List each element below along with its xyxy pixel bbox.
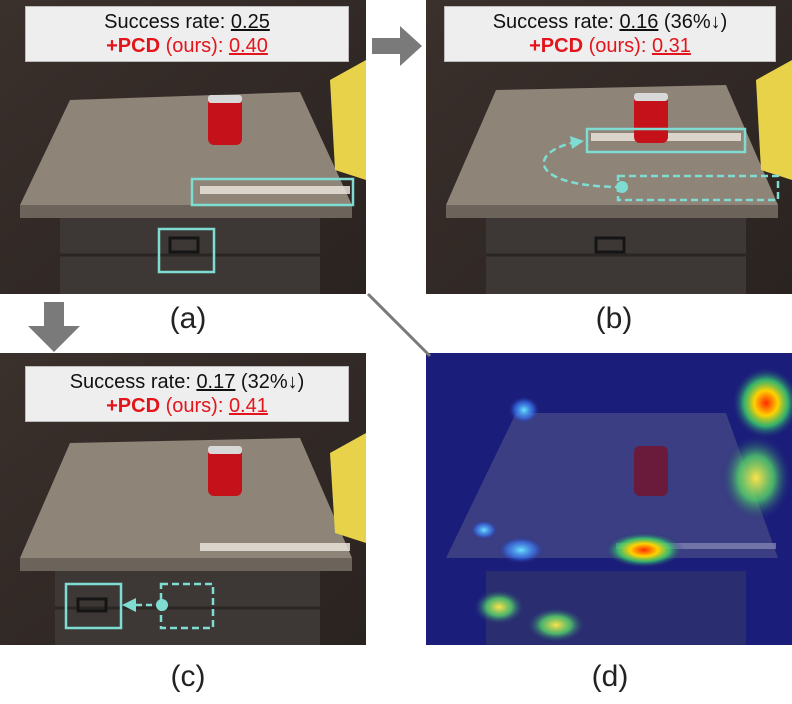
moved-handle-box	[64, 582, 123, 630]
hotspot-robot-top	[732, 367, 792, 439]
panel-d-heatmap	[426, 353, 792, 645]
hotspot-robot-body	[720, 434, 792, 522]
success-rate-change: (32%↓)	[235, 371, 305, 393]
connector-line	[366, 292, 432, 358]
success-rate-label: Success rate:	[69, 371, 197, 393]
pcd-label: (ours):	[160, 395, 229, 417]
move-arrow-head	[570, 136, 584, 149]
hotspot-top-left	[508, 396, 540, 424]
pcd-label: (ours):	[160, 35, 229, 57]
drawer-cabinet	[486, 571, 746, 645]
caption-b: Success rate: 0.16 (36%↓) +PCD (ours): 0…	[444, 6, 776, 62]
heatmap-scene	[426, 353, 792, 645]
table-top	[20, 92, 352, 205]
pcd-prefix: +PCD	[106, 35, 161, 57]
move-arrow-origin	[156, 599, 168, 611]
hotspot-drawer-left	[473, 589, 525, 625]
panel-c-image: Success rate: 0.17 (32%↓) +PCD (ours): 0…	[0, 353, 366, 645]
coke-can	[634, 93, 668, 143]
arrow-down-icon	[28, 302, 80, 352]
reflection-box	[190, 177, 355, 207]
drawer-handle	[594, 236, 626, 254]
hotspot-small	[470, 520, 498, 540]
light-reflection	[616, 543, 776, 549]
coke-can	[634, 446, 668, 496]
panel-b-image: Success rate: 0.16 (36%↓) +PCD (ours): 0…	[426, 0, 792, 294]
coke-can	[208, 446, 242, 496]
pcd-prefix: +PCD	[529, 35, 584, 57]
move-arrow-head	[122, 598, 136, 612]
panel-a-image: Success rate: 0.25 +PCD (ours): 0.40	[0, 0, 366, 294]
success-rate-value: 0.17	[196, 371, 236, 393]
coke-can	[208, 95, 242, 145]
pcd-label: (ours):	[583, 35, 652, 57]
light-reflection	[200, 186, 350, 194]
label-a: (a)	[169, 302, 207, 335]
robot-gripper	[330, 60, 366, 180]
pcd-value: 0.31	[651, 35, 691, 57]
pcd-value: 0.41	[228, 395, 268, 417]
label-d: (d)	[591, 660, 629, 693]
caption-a: Success rate: 0.25 +PCD (ours): 0.40	[25, 6, 349, 62]
success-rate-change: (36%↓)	[658, 11, 728, 33]
drawer-handle	[76, 597, 108, 613]
robot-gripper	[330, 433, 366, 543]
table-top	[446, 413, 778, 558]
label-b: (b)	[595, 302, 633, 335]
success-rate-label: Success rate:	[492, 11, 620, 33]
hotspot-left	[497, 536, 545, 564]
pcd-value: 0.40	[228, 35, 268, 57]
arrow-right-icon	[372, 26, 422, 66]
label-c: (c)	[170, 660, 206, 693]
moved-reflection-box	[585, 127, 747, 154]
move-arrow-origin	[616, 181, 628, 193]
table-top	[20, 438, 352, 558]
table-top	[446, 85, 778, 205]
hotspot-drawer-handle	[526, 607, 586, 643]
success-rate-value: 0.16	[619, 11, 659, 33]
pcd-prefix: +PCD	[106, 395, 161, 417]
drawer-handle	[168, 236, 200, 254]
move-arrow-path	[542, 139, 623, 189]
light-reflection	[200, 543, 350, 551]
caption-c: Success rate: 0.17 (32%↓) +PCD (ours): 0…	[25, 366, 349, 422]
hotspot-reflection	[604, 532, 684, 568]
robot-gripper	[756, 60, 792, 180]
success-rate-value: 0.25	[230, 11, 270, 33]
success-rate-label: Success rate:	[104, 11, 231, 33]
handle-box	[157, 227, 216, 274]
